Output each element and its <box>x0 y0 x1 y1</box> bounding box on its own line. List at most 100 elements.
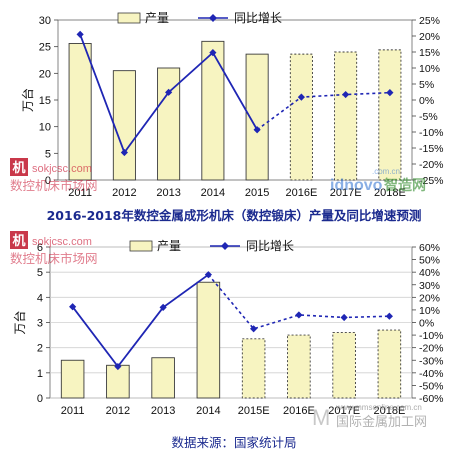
c2-y-tick-label: 2 <box>37 343 43 355</box>
c2-y2-tick-label: 40% <box>419 267 440 279</box>
c2-y2-tick-label: 20% <box>419 292 440 304</box>
wm-cnmsn-top-logo-mark: 机 <box>12 160 25 176</box>
c1-legend-bar-swatch <box>117 12 141 24</box>
c1-bar-2017E <box>334 51 358 181</box>
c1-y2-tick-label: -15% <box>419 143 444 155</box>
c2-bar-2015E <box>241 338 266 399</box>
c2-growth-point-2012 <box>114 362 122 371</box>
c2-y2-tick-label: 60% <box>419 242 440 254</box>
c1-y2-tick-label: 0% <box>419 95 434 107</box>
c1-growth-point-2015 <box>253 126 261 134</box>
c1-legend-line-marker <box>209 14 217 22</box>
c2-growth-point-2011 <box>69 303 77 311</box>
c1-x-tick-label: 2013 <box>156 187 180 199</box>
wm-idnovo-text: idnovo <box>330 177 383 194</box>
c1-bar-2013 <box>157 67 181 181</box>
c2-x-tick-label: 2018E <box>373 405 405 417</box>
c2-x-tick-label: 2014 <box>196 405 220 417</box>
c2-legend-bar-swatch <box>129 240 153 252</box>
wm-idnovo-url: .com.cn <box>372 167 400 176</box>
c2-growth-point-2018E <box>385 312 393 320</box>
c1-growth-line-forecast <box>256 91 390 131</box>
c1-y2-tick-label: 10% <box>419 63 440 75</box>
c1-bar-2016E <box>289 53 313 181</box>
c2-y-axis-label: 万台 <box>12 310 27 334</box>
c2-y-tick-label: 4 <box>37 292 43 304</box>
source-caption: 数据来源：国家统计局 <box>171 435 297 450</box>
c2-bar-2013 <box>151 357 175 399</box>
c2-legend-line-label: 同比增长 <box>246 239 294 253</box>
c1-growth-point-2016E <box>297 93 305 101</box>
c1-y-tick-label: 0 <box>45 175 51 187</box>
c1-y2-tick-label: -25% <box>419 175 444 187</box>
c1-growth-point-2012 <box>120 148 128 157</box>
c1-legend-bar-label: 产量 <box>145 11 169 25</box>
c2-y2-tick-label: 0% <box>419 318 434 330</box>
c2-y-tick-label: 6 <box>37 242 43 254</box>
wm-mm-url: www.mmsonline.com.cn <box>335 403 422 412</box>
c1-y-tick-label: 15 <box>39 95 51 107</box>
c2-y2-tick-label: 10% <box>419 305 440 317</box>
c2-y-tick-label: 3 <box>37 318 43 330</box>
c1-x-tick-label: 2018E <box>374 187 406 199</box>
c1-growth-point-2014 <box>209 49 217 57</box>
c2-x-tick-label: 2016E <box>283 405 315 417</box>
c2-y-tick-label: 5 <box>37 267 43 279</box>
c1-y2-tick-label: 15% <box>419 47 440 59</box>
c1-x-tick-label: 2012 <box>112 187 136 199</box>
wm-mm-mark: M <box>312 405 330 430</box>
c1-bar-2011 <box>68 43 92 181</box>
c2-legend-bar-label: 产量 <box>157 239 181 253</box>
c2-growth-point-2016E <box>295 311 303 319</box>
c2-y2-tick-label: -40% <box>419 368 444 380</box>
c1-y-tick-label: 30 <box>39 15 51 27</box>
c1-x-tick-label: 2014 <box>201 187 225 199</box>
wm-mm-text: 国际金属加工网 <box>336 414 427 430</box>
chart-2-production-forecast: 0 1 2 3 4 5 6 -60%-50%-40%-30%-20%-10%0%10%20%3… <box>12 239 444 417</box>
c1-y2-tick-label: -20% <box>419 159 444 171</box>
wm-cnmsn-bottom-logo-mark: 机 <box>12 233 25 249</box>
wm-cnmsn-bottom-logo-box <box>10 231 28 249</box>
wm-cnmsn-bottom-text: 数控机床市场网 <box>10 251 98 266</box>
c1-y-tick-label: 25 <box>39 42 51 54</box>
c2-growth-line-actual <box>71 273 209 369</box>
c1-y2-tick-label: -10% <box>419 127 444 139</box>
c2-x-tick-label: 2013 <box>151 405 175 417</box>
c1-growth-point-2013 <box>165 88 173 96</box>
wm-idnovo-cn: 智造网 <box>383 177 426 194</box>
c2-bar-2016E <box>287 334 311 399</box>
c2-bar-2018E <box>377 329 402 399</box>
c2-y2-tick-label: -50% <box>419 380 444 392</box>
c2-x-tick-label: 2015E <box>238 405 270 417</box>
c2-y2-tick-label: 50% <box>419 255 440 267</box>
c2-y2-tick-label: -20% <box>419 343 444 355</box>
c2-y-tick-label: 0 <box>37 393 43 405</box>
c2-y2-tick-label: -10% <box>419 330 444 342</box>
c1-y2-tick-label: 20% <box>419 31 440 43</box>
c2-growth-point-2013 <box>159 303 167 311</box>
chart-1-production-forecast: 0 5 10 15 20 25 30 -25% -20% -15% -10% -5% 0% 5% 10% 15… <box>20 11 444 199</box>
c1-y-tick-label: 5 <box>45 148 51 160</box>
c2-y-tick-label: 1 <box>37 368 43 380</box>
c1-bar-2015 <box>245 53 269 181</box>
c1-y2-tick-label: 25% <box>419 15 440 27</box>
c2-bar-2014 <box>196 281 221 399</box>
c1-growth-point-2017E <box>342 90 350 99</box>
c1-y-tick-label: 10 <box>39 122 51 134</box>
chart-1-caption: 2016-2018年数控金属成形机床（数控锻床）产量及同比增速预测 <box>46 208 422 223</box>
wm-cnmsn-top-text: 数控机床市场网 <box>10 178 98 193</box>
c2-x-tick-label: 2017E <box>328 405 360 417</box>
wm-cnmsn-bottom-url: sokjcsc.com <box>32 236 92 248</box>
c1-bar-2014 <box>201 40 225 181</box>
c1-y2-tick-label: -5% <box>419 111 438 123</box>
c2-growth-point-2017E <box>340 313 348 322</box>
c1-x-tick-label: 2016E <box>285 187 317 199</box>
c1-growth-point-2011 <box>76 30 84 38</box>
wm-cnmsn-top-logo-box <box>10 158 28 176</box>
c2-y2-tick-label: -30% <box>419 355 444 367</box>
c2-y2-tick-label: -60% <box>419 393 444 405</box>
c2-x-tick-label: 2012 <box>106 405 130 417</box>
c1-y2-tick-label: 5% <box>419 79 434 91</box>
